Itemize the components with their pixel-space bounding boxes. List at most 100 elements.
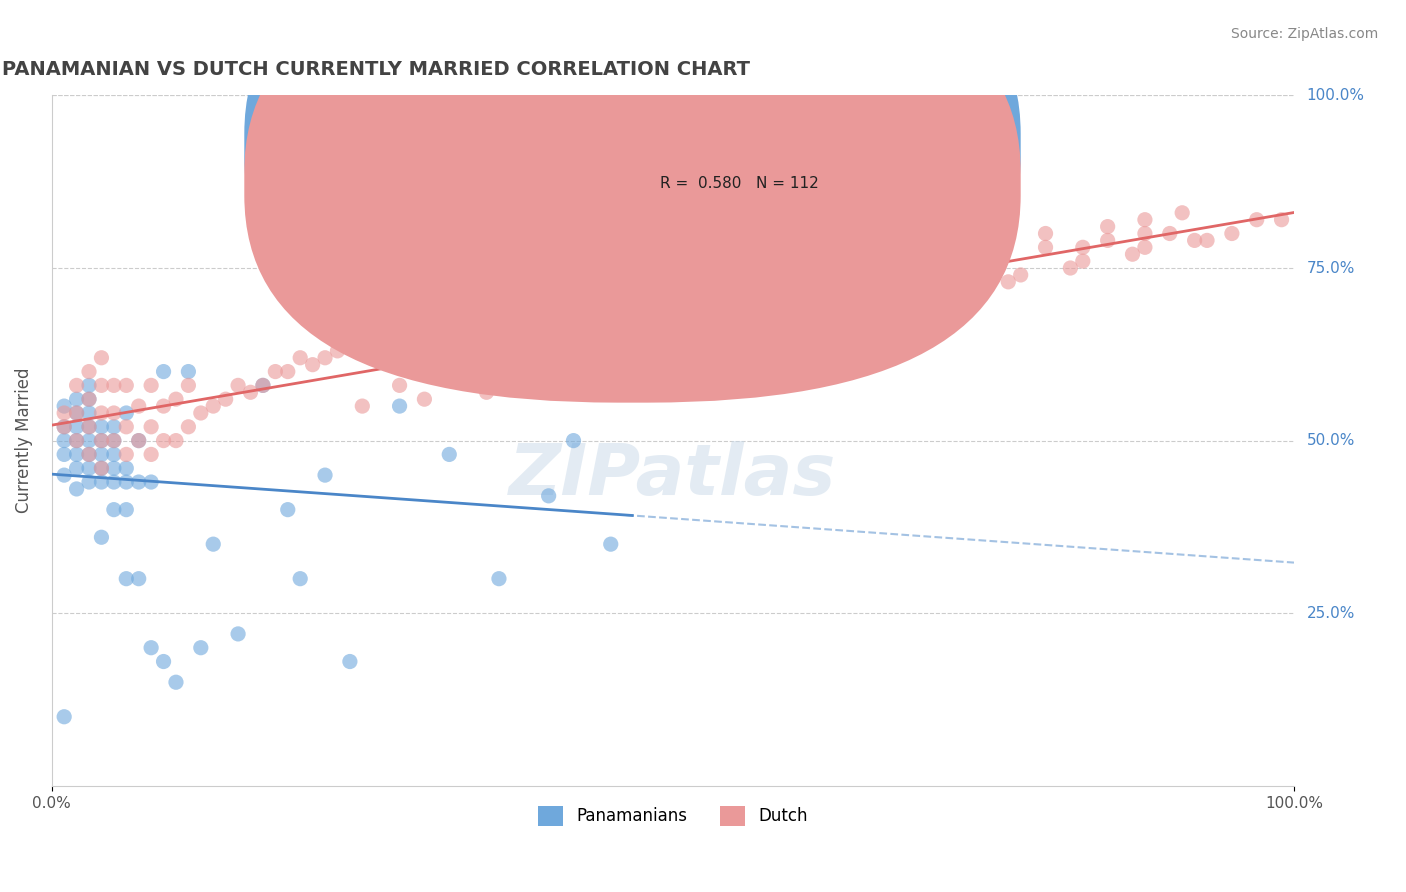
Point	[339, 655, 361, 669]
Point	[103, 461, 125, 475]
Point	[139, 419, 162, 434]
Point	[513, 316, 536, 330]
Point	[53, 434, 76, 448]
Point	[139, 447, 162, 461]
Point	[463, 316, 485, 330]
Point	[1071, 240, 1094, 254]
Point	[439, 447, 461, 461]
Point	[301, 358, 323, 372]
Text: R = -0.210   N =  62: R = -0.210 N = 62	[661, 137, 815, 153]
Point	[314, 351, 336, 365]
Point	[997, 275, 1019, 289]
Point	[103, 475, 125, 489]
Point	[177, 419, 200, 434]
Point	[53, 419, 76, 434]
Point	[488, 310, 510, 324]
Point	[537, 310, 560, 324]
Point	[53, 399, 76, 413]
Point	[326, 343, 349, 358]
Point	[115, 378, 138, 392]
Point	[77, 461, 100, 475]
Point	[90, 434, 112, 448]
Point	[748, 323, 770, 337]
Point	[823, 260, 845, 275]
Point	[786, 268, 808, 282]
Point	[388, 399, 411, 413]
Text: 100.0%: 100.0%	[1306, 88, 1364, 103]
Point	[65, 447, 87, 461]
Point	[339, 337, 361, 351]
Point	[103, 378, 125, 392]
Point	[139, 378, 162, 392]
Point	[277, 502, 299, 516]
Point	[886, 295, 908, 310]
Point	[165, 434, 187, 448]
Point	[1097, 219, 1119, 234]
Point	[1171, 206, 1194, 220]
Point	[77, 365, 100, 379]
Point	[1071, 254, 1094, 268]
FancyBboxPatch shape	[592, 123, 990, 216]
Point	[513, 330, 536, 344]
Point	[910, 254, 932, 268]
Point	[115, 406, 138, 420]
Point	[475, 378, 498, 392]
Point	[53, 710, 76, 724]
Point	[226, 378, 249, 392]
Point	[90, 419, 112, 434]
Point	[848, 247, 870, 261]
Point	[811, 310, 834, 324]
Point	[823, 310, 845, 324]
Point	[152, 399, 174, 413]
Point	[290, 572, 312, 586]
Point	[984, 247, 1007, 261]
Point	[686, 330, 709, 344]
Point	[65, 419, 87, 434]
Point	[226, 627, 249, 641]
Point	[53, 447, 76, 461]
Point	[375, 330, 398, 344]
Point	[1195, 234, 1218, 248]
Point	[1035, 227, 1057, 241]
Point	[1097, 234, 1119, 248]
Point	[513, 371, 536, 385]
Point	[699, 275, 721, 289]
Point	[77, 419, 100, 434]
Point	[1159, 227, 1181, 241]
Point	[190, 406, 212, 420]
Point	[77, 419, 100, 434]
Point	[53, 406, 76, 420]
Point	[65, 461, 87, 475]
Point	[77, 447, 100, 461]
Point	[65, 392, 87, 407]
Point	[737, 268, 759, 282]
Point	[860, 254, 883, 268]
Point	[352, 343, 374, 358]
Legend: Panamanians, Dutch: Panamanians, Dutch	[531, 799, 815, 832]
Point	[77, 475, 100, 489]
Point	[65, 406, 87, 420]
Text: 50.0%: 50.0%	[1306, 434, 1355, 448]
Point	[128, 434, 150, 448]
Point	[90, 351, 112, 365]
FancyBboxPatch shape	[245, 0, 1021, 365]
Point	[90, 434, 112, 448]
Point	[103, 419, 125, 434]
Point	[202, 537, 225, 551]
Point	[115, 419, 138, 434]
Point	[239, 385, 262, 400]
Point	[128, 399, 150, 413]
Point	[139, 475, 162, 489]
Point	[177, 378, 200, 392]
Point	[624, 351, 647, 365]
Point	[77, 392, 100, 407]
Point	[1010, 268, 1032, 282]
Point	[264, 365, 287, 379]
Point	[65, 434, 87, 448]
Point	[152, 655, 174, 669]
Point	[90, 461, 112, 475]
Point	[65, 482, 87, 496]
Point	[1133, 212, 1156, 227]
Point	[724, 330, 747, 344]
Point	[115, 572, 138, 586]
